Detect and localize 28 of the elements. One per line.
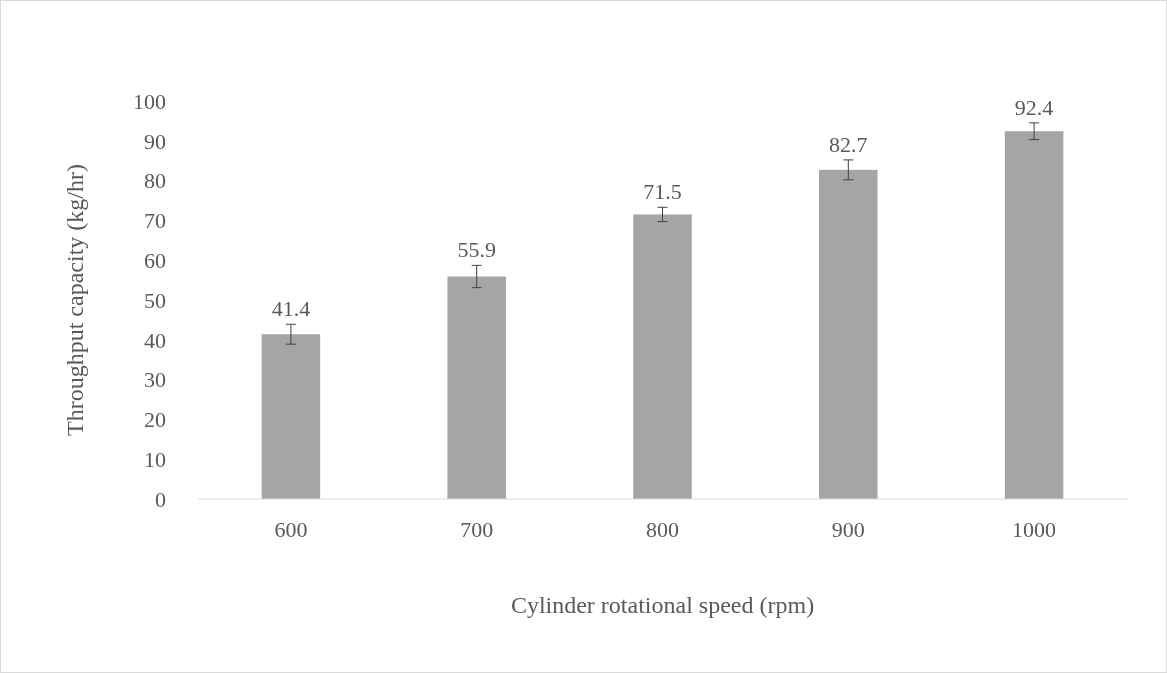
y-tick-label: 70 [144,208,166,234]
bar [261,334,321,499]
x-axis-title: Cylinder rotational speed (rpm) [510,592,815,618]
y-tick-label: 80 [144,168,166,194]
x-tick-label: 800 [646,517,679,542]
y-axis-title: Throughput capacity (kg/hr) [62,164,88,436]
bar [819,169,878,499]
y-tick-label: 100 [133,88,166,114]
data-label: 55.9 [457,237,496,263]
y-tick-label: 20 [144,407,166,433]
y-tick-label: 10 [144,446,166,472]
bar [1004,131,1064,499]
x-tick-label: 600 [274,517,308,542]
data-label: 82.7 [829,131,868,157]
x-tick-label: 900 [831,517,865,542]
y-tick-label: 30 [144,367,166,393]
y-tick-label: 90 [144,128,166,154]
bar [447,276,506,499]
y-tick-label: 50 [144,287,166,313]
bar [633,214,692,499]
x-tick-label: 1000 [1012,517,1057,542]
y-tick-label: 0 [155,486,166,512]
y-tick-label: 60 [144,247,166,273]
x-tick-label: 700 [460,517,494,542]
data-label: 41.4 [271,296,311,322]
data-label: 71.5 [643,179,682,205]
data-label: 92.4 [1014,94,1054,120]
y-tick-label: 40 [144,327,166,353]
